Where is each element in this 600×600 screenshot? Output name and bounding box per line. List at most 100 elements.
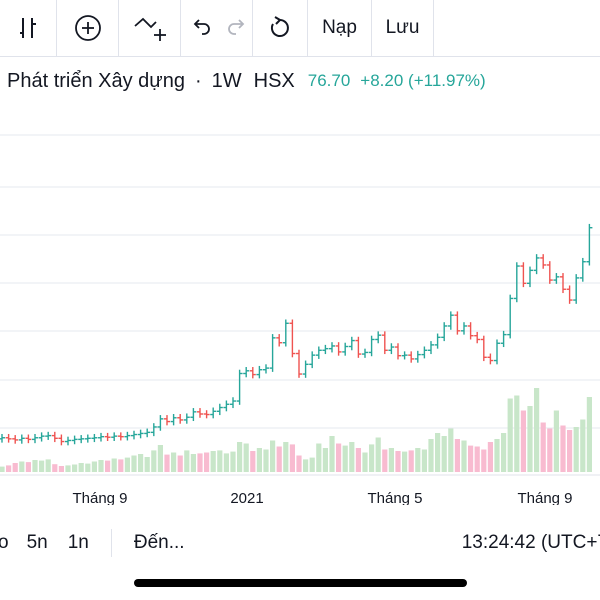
volume-bar xyxy=(540,422,546,472)
volume-bar xyxy=(474,446,480,472)
time-axis-labels: Tháng 9 2021 Tháng 5 Tháng 9 xyxy=(72,490,572,507)
volume-bar xyxy=(402,451,408,472)
volume-bar xyxy=(461,440,467,472)
volume-bar xyxy=(349,442,355,472)
ohlc-bar xyxy=(51,431,58,443)
ohlc-bar xyxy=(480,335,487,362)
volume-bar xyxy=(553,410,559,472)
redo-button[interactable] xyxy=(221,0,253,56)
volume-bar xyxy=(573,427,579,472)
ohlc-bar xyxy=(447,311,454,330)
ohlc-bar xyxy=(375,331,382,344)
symbol-name[interactable]: Phát triển Xây dựng xyxy=(7,69,185,92)
volume-bar xyxy=(197,453,203,472)
price-bars xyxy=(0,223,593,446)
toolbar: Nạp Lưu xyxy=(0,0,600,57)
compare-icon xyxy=(133,17,166,41)
clock-timezone[interactable]: 13:24:42 (UTC+7 xyxy=(461,532,600,553)
chart-canvas[interactable]: Tháng 9 2021 Tháng 5 Tháng 9 xyxy=(0,105,600,507)
range-button-partial[interactable]: o xyxy=(0,532,9,553)
ohlc-bar xyxy=(150,423,157,437)
volume-bar xyxy=(98,460,104,472)
volume-bar xyxy=(0,466,5,472)
volume-bar xyxy=(481,449,487,472)
ohlc-bar xyxy=(223,400,230,412)
ohlc-bar xyxy=(494,339,500,365)
grid-layer xyxy=(0,134,600,429)
ohlc-bar xyxy=(71,435,78,445)
ohlc-bar xyxy=(84,434,91,443)
ohlc-bar xyxy=(533,254,540,275)
ohlc-bar xyxy=(315,346,322,359)
ohlc-bar xyxy=(520,262,527,288)
symbol-interval[interactable]: 1W xyxy=(211,69,242,92)
volume-bar xyxy=(448,428,454,472)
ohlc-bar xyxy=(408,351,415,363)
ohlc-bar xyxy=(342,342,349,356)
volume-layer xyxy=(0,388,592,472)
ohlc-bar xyxy=(296,349,302,378)
volume-bar xyxy=(375,437,381,472)
ohlc-bar xyxy=(573,274,580,304)
volume-bar xyxy=(547,428,553,472)
volume-bar xyxy=(303,459,309,472)
load-label: Nạp xyxy=(322,17,357,38)
volume-bar xyxy=(217,450,223,472)
compare-button[interactable] xyxy=(119,0,181,56)
ohlc-bar xyxy=(329,342,335,353)
ohlc-bar xyxy=(441,322,448,342)
volume-bar xyxy=(19,461,25,472)
save-label: Lưu xyxy=(385,17,420,38)
volume-bar xyxy=(39,460,45,472)
candle-type-button[interactable] xyxy=(0,0,57,56)
range-button-1y[interactable]: 1n xyxy=(67,532,89,553)
ohlc-bar xyxy=(197,408,203,418)
goto-date-button[interactable]: Đến... xyxy=(133,532,185,553)
price-chart[interactable]: Tháng 9 2021 Tháng 5 Tháng 9 xyxy=(0,105,600,507)
volume-bar xyxy=(428,439,434,472)
undo-icon xyxy=(193,19,210,35)
ohlc-bar xyxy=(579,257,586,282)
range-button-5y[interactable]: 5n xyxy=(26,532,48,553)
volume-bar xyxy=(316,443,322,472)
volume-bar xyxy=(157,445,163,472)
symbol-change: +8.20 (+11.97%) xyxy=(360,71,486,90)
ohlc-bar xyxy=(38,432,45,442)
volume-bar xyxy=(527,406,533,472)
ohlc-bar xyxy=(25,434,32,444)
ohlc-bar xyxy=(91,433,98,443)
ohlc-bar xyxy=(335,342,342,356)
ohlc-bar xyxy=(243,367,250,378)
volume-bar xyxy=(78,463,84,472)
volume-bar xyxy=(204,452,210,472)
undo-button[interactable] xyxy=(181,0,221,56)
volume-bar xyxy=(454,439,460,472)
volume-bar xyxy=(12,463,18,472)
add-indicator-icon xyxy=(74,15,101,41)
volume-bar xyxy=(501,433,507,472)
ohlc-bar xyxy=(117,432,124,441)
ohlc-bar xyxy=(5,433,12,443)
volume-bar xyxy=(342,445,348,472)
volume-bar xyxy=(151,450,157,472)
volume-bar xyxy=(580,419,586,472)
volume-bar xyxy=(237,442,243,472)
candle-type-icon xyxy=(20,18,36,38)
save-button[interactable]: Lưu xyxy=(372,0,434,56)
volume-bar xyxy=(355,448,361,472)
volume-bar xyxy=(382,449,388,472)
ohlc-bar xyxy=(111,432,118,441)
load-button[interactable]: Nạp xyxy=(308,0,372,56)
refresh-button[interactable] xyxy=(253,0,308,56)
ohlc-bar xyxy=(177,414,184,424)
ohlc-bar xyxy=(388,343,395,355)
ohlc-bar xyxy=(368,335,375,357)
x-tick-label: 2021 xyxy=(230,490,263,505)
add-indicator-button[interactable] xyxy=(57,0,119,56)
ohlc-bar xyxy=(454,311,461,335)
ohlc-bar xyxy=(282,319,289,347)
volume-bar xyxy=(190,454,196,472)
ohlc-bar xyxy=(210,407,217,419)
volume-bar xyxy=(250,451,256,472)
volume-bar xyxy=(184,450,190,472)
